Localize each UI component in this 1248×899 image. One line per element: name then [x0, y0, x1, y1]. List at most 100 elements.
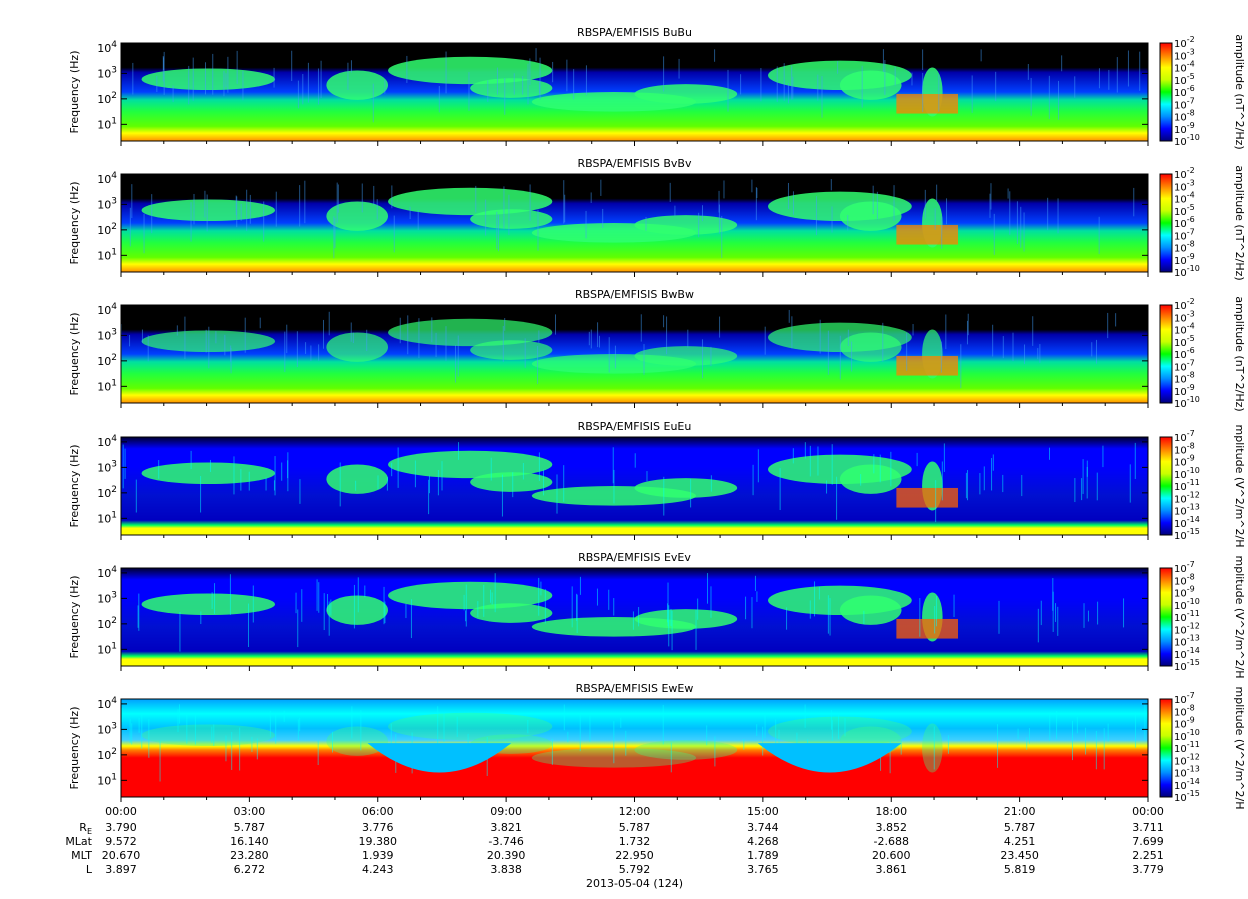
y-axis-label: Frequency (Hz) — [68, 445, 81, 528]
ephemeris-value: 3.861 — [876, 863, 908, 876]
x-tick-label: 15:00 — [747, 805, 779, 818]
wave-emission — [470, 472, 553, 492]
panel-title: RBSPA/EMFISIS EwEw — [576, 682, 694, 695]
ephemeris-value: 5.787 — [234, 821, 266, 834]
y-tick-label: 104 — [97, 696, 117, 711]
hiss-region — [896, 93, 959, 114]
hiss-region — [896, 487, 959, 508]
spectrogram-background — [121, 437, 1148, 535]
colorbar-label: mplitude (V^2/m^2/H — [1233, 687, 1246, 810]
colorbar — [1159, 698, 1173, 798]
wave-emission — [326, 726, 389, 756]
x-tick-label: 21:00 — [1004, 805, 1036, 818]
hiss-region — [896, 224, 959, 245]
y-tick-label: 101 — [97, 641, 117, 656]
wave-emission — [839, 201, 902, 231]
wave-emission — [326, 201, 389, 231]
panel-title: RBSPA/EMFISIS EuEu — [578, 420, 692, 433]
wave-emission — [634, 215, 738, 235]
ephemeris-value: 7.699 — [1132, 835, 1164, 848]
panel-title: RBSPA/EMFISIS BvBv — [578, 157, 692, 170]
wave-emission — [470, 209, 553, 229]
wave-emission — [634, 84, 738, 104]
y-tick-label: 102 — [97, 747, 117, 762]
x-tick-label: 03:00 — [234, 805, 266, 818]
wave-emission — [634, 478, 738, 498]
ephemeris-value: 20.600 — [872, 849, 911, 862]
wave-emission — [141, 330, 276, 353]
y-axis-label: Frequency (Hz) — [68, 576, 81, 659]
ephemeris-value: 1.789 — [747, 849, 779, 862]
spectrogram-background — [121, 174, 1148, 272]
wave-emission — [141, 593, 276, 616]
x-tick-label: 06:00 — [362, 805, 394, 818]
y-tick-label: 104 — [97, 565, 117, 580]
hiss-region — [896, 355, 959, 376]
spectrogram-panel: RBSPA/EMFISIS EvEv 101 102 103 104 Frequency … — [68, 551, 1246, 679]
wave-emission — [388, 581, 553, 610]
y-axis-label: Frequency (Hz) — [68, 182, 81, 265]
ephemeris-value: 5.819 — [1004, 863, 1036, 876]
wave-emission — [326, 70, 389, 100]
wave-emission — [634, 740, 738, 760]
ephemeris-value: 5.787 — [619, 821, 651, 834]
ephemeris-value: 23.450 — [1000, 849, 1039, 862]
ephemeris-value: 19.380 — [359, 835, 398, 848]
ephemeris-value: 3.838 — [490, 863, 522, 876]
colorbar — [1159, 173, 1173, 273]
y-tick-label: 102 — [97, 222, 117, 237]
ephemeris-value: 4.251 — [1004, 835, 1036, 848]
y-tick-label: 103 — [97, 65, 117, 80]
x-tick-label: 00:00 — [1132, 805, 1164, 818]
wave-emission — [141, 199, 276, 222]
spectrogram-panel: RBSPA/EMFISIS BwBw 101 102 103 104 Frequency … — [68, 288, 1246, 412]
wave-emission — [470, 340, 553, 360]
spectrogram-background — [121, 568, 1148, 666]
y-tick-label: 103 — [97, 590, 117, 605]
wave-emission — [839, 332, 902, 362]
y-tick-label: 103 — [97, 459, 117, 474]
ephemeris-value: 2.251 — [1132, 849, 1164, 862]
ephemeris-value: 1.939 — [362, 849, 394, 862]
ephemeris-value: 3.779 — [1132, 863, 1164, 876]
y-tick-label: 101 — [97, 247, 117, 262]
y-tick-label: 104 — [97, 434, 117, 449]
colorbar-label: amplitude (nT^2/Hz) — [1233, 165, 1246, 280]
wave-emission — [326, 595, 389, 625]
colorbar-label: amplitude (nT^2/Hz) — [1233, 296, 1246, 411]
y-axis-label: Frequency (Hz) — [68, 313, 81, 396]
wave-emission — [388, 187, 553, 216]
wave-emission — [388, 712, 553, 741]
wave-emission — [470, 603, 553, 623]
y-tick-label: 102 — [97, 485, 117, 500]
ephemeris-value: -3.746 — [488, 835, 523, 848]
ephemeris-value: 5.792 — [619, 863, 651, 876]
colorbar — [1159, 42, 1173, 142]
y-tick-label: 101 — [97, 510, 117, 525]
wave-emission — [141, 724, 276, 747]
spectrogram-panel: RBSPA/EMFISIS EuEu 101 102 103 104 Frequency … — [68, 420, 1246, 548]
ephemeris-value: 3.790 — [105, 821, 137, 834]
ephemeris-value: 3.776 — [362, 821, 394, 834]
date-label: 2013-05-04 (124) — [586, 877, 683, 890]
y-tick-label: 101 — [97, 116, 117, 131]
y-tick-label: 102 — [97, 91, 117, 106]
ephemeris-row-label: MLT — [71, 849, 92, 862]
ephemeris-value: 3.711 — [1132, 821, 1164, 834]
spectrogram-background — [121, 43, 1148, 141]
density-dip — [757, 743, 902, 773]
wave-emission — [839, 70, 902, 100]
ephemeris-value: 3.821 — [490, 821, 522, 834]
x-tick-label: 18:00 — [875, 805, 907, 818]
wave-emission — [634, 609, 738, 629]
colorbar — [1159, 436, 1173, 536]
ephemeris-value: 3.765 — [747, 863, 779, 876]
ephemeris-table: RE 3.790 5.787 3.776 3.821 5.787 3.744 3.852 5.7… — [65, 821, 1163, 890]
x-tick-label: 12:00 — [619, 805, 651, 818]
spectrogram-panels: RBSPA/EMFISIS BuBu 101 102 103 104 Frequency … — [68, 26, 1246, 810]
ephemeris-value: 9.572 — [105, 835, 137, 848]
x-tick-label: 00:00 — [105, 805, 137, 818]
colorbar-label: mplitude (V^2/m^2/H — [1233, 425, 1246, 548]
ephemeris-value: 23.280 — [230, 849, 269, 862]
